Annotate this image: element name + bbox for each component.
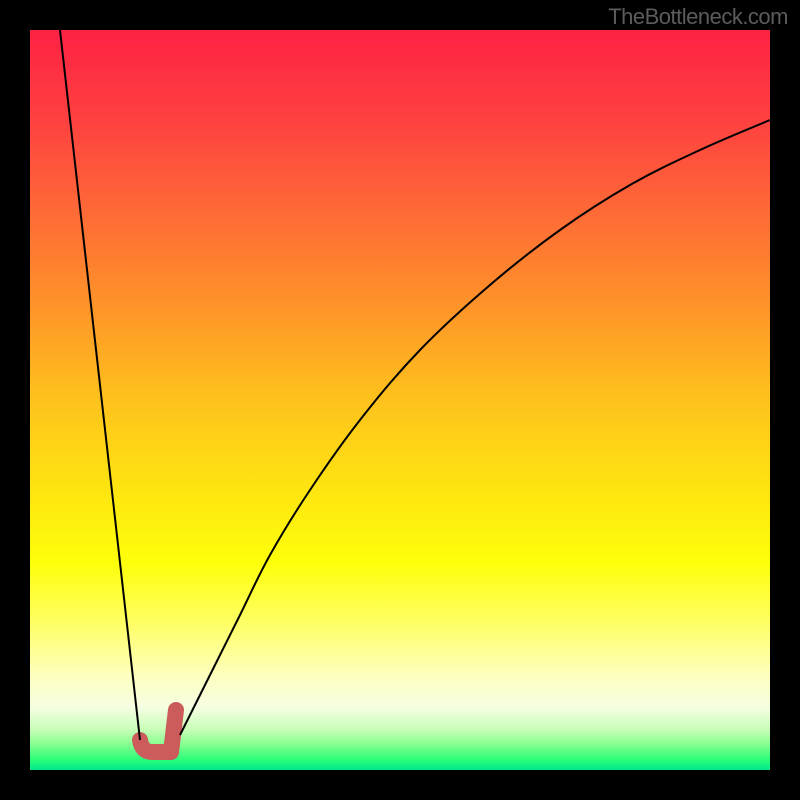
chart-plot-area — [30, 30, 770, 770]
chart-container: TheBottleneck.com — [0, 0, 800, 800]
watermark-text: TheBottleneck.com — [608, 4, 788, 30]
chart-svg — [0, 0, 800, 800]
